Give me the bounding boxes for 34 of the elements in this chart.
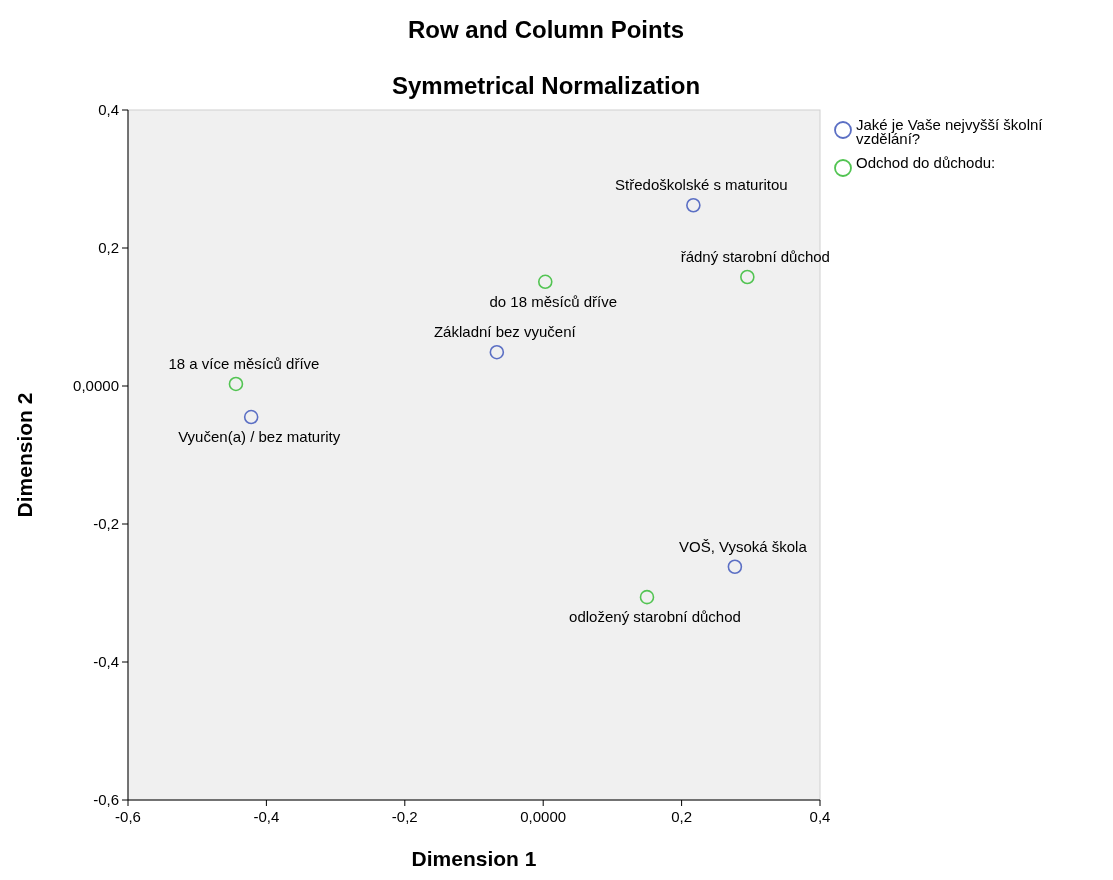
annotation: do 18 měsíců dříve [489, 292, 618, 310]
y-tick-label: 0,0000 [73, 377, 119, 394]
annotation: Středoškolské s maturitou [615, 176, 788, 194]
x-tick-label: 0,4 [809, 808, 831, 825]
x-tick-label: 0,0000 [520, 808, 567, 825]
legend-label: Odchod do důchodu: [856, 154, 996, 171]
y-tick-label: 0,4 [98, 101, 119, 118]
y-tick-label: 0,2 [98, 239, 119, 256]
x-axis-title: Dimension 1 [411, 847, 537, 870]
point [228, 376, 244, 392]
x-tick-label: -0,6 [115, 808, 141, 825]
x-tick-label: -0,2 [391, 808, 418, 825]
point [537, 274, 553, 290]
x-tick-label: -0,4 [253, 808, 280, 825]
annotation: řádný starobní důchod [680, 247, 830, 265]
point [243, 409, 259, 425]
chart-subtitle: Symmetrical Normalization [391, 72, 701, 99]
y-axis-title: Dimension 2 [13, 392, 36, 518]
annotation: VOŠ, Vysoká škola [678, 537, 808, 555]
y-tick-label: -0,2 [93, 515, 119, 532]
annotation: Základní bez vyučení [433, 323, 577, 341]
x-tick-label: 0,2 [671, 808, 693, 825]
y-tick-label: -0,6 [93, 791, 119, 808]
y-tick-label: -0,4 [93, 653, 119, 670]
annotation: odložený starobní důchod [569, 608, 741, 626]
point [740, 269, 755, 285]
annotation: 18 a více měsíců dříve [168, 354, 320, 372]
chart-title: Row and Column Points [408, 16, 684, 43]
point [727, 559, 743, 575]
point [639, 589, 655, 605]
point [686, 197, 701, 213]
point [489, 344, 505, 360]
legend-label: Jaké je Vaše nejvyšší školní vzdělání? [856, 116, 1044, 147]
annotation: Vyučen(a) / bez maturity [178, 428, 341, 446]
